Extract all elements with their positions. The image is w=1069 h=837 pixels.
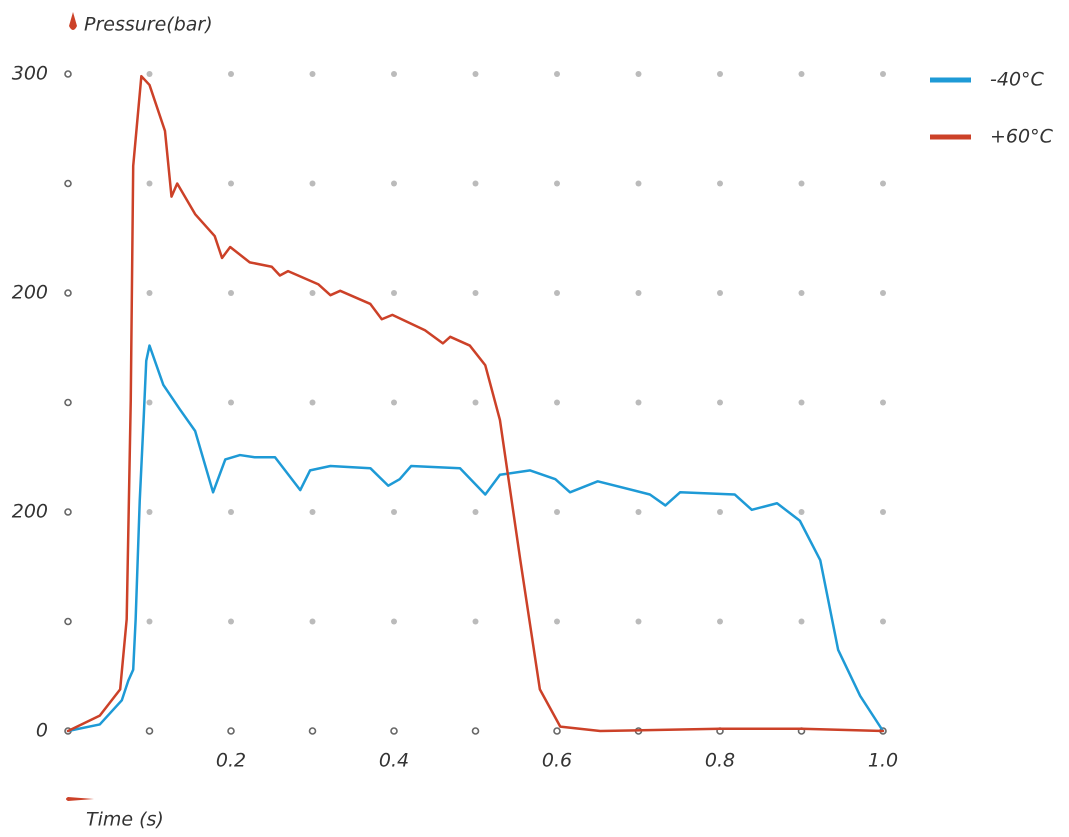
grid-dot — [880, 290, 886, 296]
grid-dot — [309, 180, 316, 187]
grid-dot — [472, 290, 479, 296]
grid-dot — [146, 509, 153, 515]
grid-dot — [553, 727, 561, 735]
grid-dot — [554, 71, 560, 77]
x-tick-label: 0.8 — [705, 750, 735, 772]
grid-dot — [554, 399, 560, 406]
grid-dot — [146, 618, 153, 625]
grid-dot — [391, 180, 397, 187]
x-tick-label: 0.4 — [379, 750, 409, 772]
grid-dot — [798, 71, 805, 77]
grid-dot — [64, 508, 72, 516]
grid-dot — [146, 180, 153, 187]
grid-dot — [309, 618, 316, 625]
grid-dot — [391, 509, 397, 515]
grid-dot — [472, 509, 479, 515]
grid-dot — [798, 290, 805, 296]
y-tick-label: 200 — [12, 501, 48, 523]
grid-dot — [717, 180, 723, 187]
y-tick-label: 0 — [36, 720, 48, 742]
legend-label: -40°C — [990, 69, 1045, 91]
x-tick-label: 1.0 — [868, 750, 898, 772]
grid-dot — [717, 509, 723, 515]
grid-dot — [390, 727, 398, 735]
grid-dot — [145, 727, 154, 735]
grid-dot — [635, 290, 642, 296]
grid-dot — [880, 399, 886, 406]
grid-dot — [391, 71, 397, 77]
y-tick-label: 200 — [12, 282, 48, 304]
grid-dot — [635, 71, 642, 77]
grid-dot — [880, 180, 886, 187]
grid-dot — [309, 399, 316, 406]
grid-dot — [798, 399, 805, 406]
grid-dot — [554, 618, 560, 625]
grid-dot — [64, 179, 72, 188]
line-series — [66, 344, 885, 733]
y-axis-label: Pressure(bar) — [84, 14, 213, 36]
grid-dot — [64, 617, 72, 626]
grid-dot — [554, 509, 560, 515]
legend-label: +60°C — [990, 126, 1054, 148]
grid-dot — [308, 727, 317, 735]
grid-dot — [64, 70, 72, 78]
grid-dot — [228, 399, 234, 406]
grid-dot — [228, 290, 234, 296]
grid-dot — [309, 290, 316, 296]
x-axis-label: Time (s) — [86, 809, 164, 831]
grid-dot — [227, 727, 235, 735]
grid-dot — [146, 290, 153, 296]
y-axis-icon — [69, 12, 77, 30]
grid-dot — [635, 180, 642, 187]
x-tick-label: 0.2 — [216, 750, 246, 772]
x-axis-icon — [66, 797, 94, 801]
grid-dot — [717, 618, 723, 625]
grid-dot — [146, 399, 153, 406]
grid-dot — [471, 727, 480, 735]
grid-dot — [880, 618, 886, 625]
grid-dot — [228, 180, 234, 187]
grid-dot — [717, 71, 723, 77]
grid-dot — [146, 71, 153, 77]
x-tick-label: 0.6 — [542, 750, 572, 772]
grid-dot — [798, 509, 805, 515]
grid-dot — [391, 290, 397, 296]
y-tick-label: 300 — [12, 63, 48, 85]
grid-dot — [228, 509, 234, 515]
grid-dot — [472, 399, 479, 406]
grid-dot — [635, 509, 642, 515]
line-series — [66, 74, 885, 733]
grid-dot — [635, 399, 642, 406]
grid-dot — [717, 399, 723, 406]
grid-dot — [391, 399, 397, 406]
grid-dot — [472, 180, 479, 187]
grid-dot — [391, 618, 397, 625]
grid-dot — [554, 180, 560, 187]
grid-dot — [309, 71, 316, 77]
grid-dot — [880, 509, 886, 515]
grid-dot — [635, 618, 642, 625]
grid-dot — [228, 71, 234, 77]
grid-dot — [64, 289, 72, 297]
grid-dot — [798, 618, 805, 625]
grid-dot — [472, 618, 479, 625]
grid-dot — [472, 71, 479, 77]
grid-dot — [64, 398, 72, 407]
grid-dot — [554, 290, 560, 296]
grid-dot — [309, 509, 316, 515]
grid-dot — [798, 180, 805, 187]
grid-dot — [880, 71, 886, 77]
grid-dot — [228, 618, 234, 625]
grid-dot — [717, 290, 723, 296]
